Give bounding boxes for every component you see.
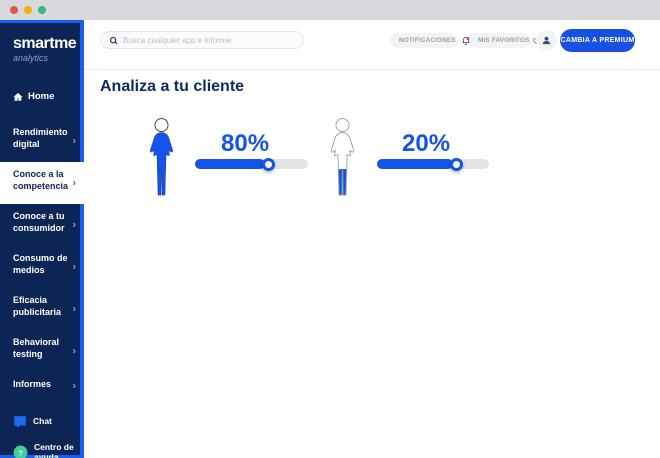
svg-text:?: ? <box>18 449 23 458</box>
